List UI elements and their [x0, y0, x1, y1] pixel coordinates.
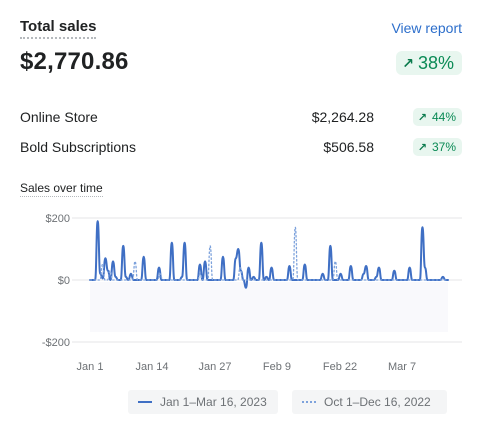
- channel-amount: $506.58: [323, 139, 374, 155]
- legend-item-current[interactable]: Jan 1–Mar 16, 2023: [128, 390, 278, 414]
- legend-item-previous[interactable]: Oct 1–Dec 16, 2022: [292, 390, 447, 414]
- channel-row-bold-subscriptions: Bold Subscriptions $506.58 ↗ 37%: [20, 136, 462, 158]
- legend-label: Jan 1–Mar 16, 2023: [160, 395, 267, 409]
- x-tick-label: Jan 27: [198, 361, 231, 373]
- dotted-line-swatch-icon: [302, 401, 316, 403]
- y-tick-label: $0: [58, 275, 70, 287]
- series-line-current: [89, 220, 449, 289]
- x-tick-label: Jan 14: [135, 361, 168, 373]
- x-tick-label: Mar 7: [388, 361, 416, 373]
- y-tick-label: $200: [46, 213, 70, 225]
- channel-change-value: 37%: [431, 140, 456, 154]
- channel-change-badge: ↗ 37%: [412, 138, 462, 156]
- channel-label: Bold Subscriptions: [20, 139, 136, 155]
- chart-shading: [90, 282, 448, 332]
- arrow-up-right-icon: ↗: [417, 141, 427, 154]
- channel-change-badge: ↗ 44%: [412, 108, 462, 126]
- chart-title: Sales over time: [20, 181, 103, 197]
- solid-line-swatch-icon: [138, 401, 152, 403]
- legend-label: Oct 1–Dec 16, 2022: [324, 395, 431, 409]
- channel-amount: $2,264.28: [311, 109, 374, 125]
- channel-label: Online Store: [20, 109, 98, 125]
- arrow-up-right-icon: ↗: [402, 54, 414, 71]
- channel-row-online-store: Online Store $2,264.28 ↗ 44%: [20, 106, 462, 128]
- total-change-badge: ↗ 38%: [396, 51, 462, 75]
- view-report-link[interactable]: View report: [391, 20, 462, 36]
- x-tick-label: Feb 9: [263, 361, 291, 373]
- total-change-value: 38%: [417, 52, 454, 73]
- y-tick-label: -$200: [42, 337, 70, 349]
- sales-over-time-chart: $200 $0 -$200 Jan 1 Jan 14 Jan 27 Feb 9 Feb 22 M…: [42, 213, 462, 373]
- arrow-up-right-icon: ↗: [417, 111, 427, 124]
- x-tick-label: Jan 1: [77, 361, 104, 373]
- card-title: Total sales: [20, 18, 97, 39]
- total-sales-value: $2,770.86: [20, 48, 129, 75]
- channel-change-value: 44%: [431, 110, 456, 124]
- x-tick-label: Feb 22: [323, 361, 357, 373]
- series-line-previous: [89, 226, 449, 281]
